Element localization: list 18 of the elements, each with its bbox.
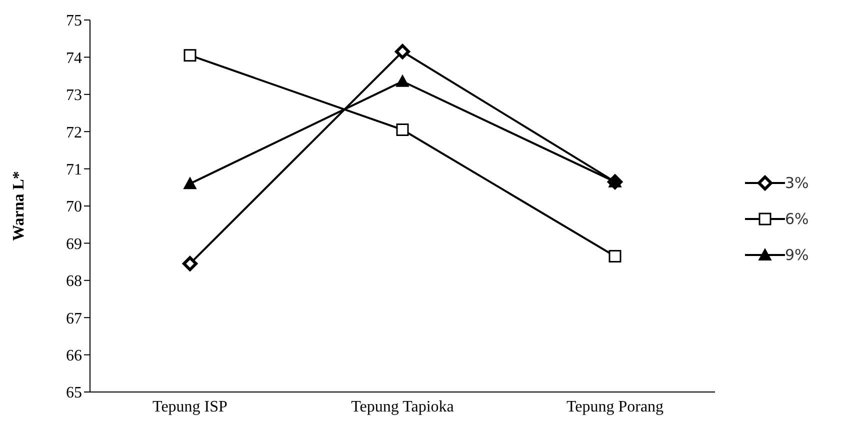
legend-label: 9% [785, 246, 809, 264]
y-tick-label: 73 [66, 87, 82, 104]
y-tick-label: 71 [66, 161, 82, 178]
y-tick-label: 68 [66, 273, 82, 290]
y-axis-title: Warna L* [10, 171, 28, 241]
y-tick-label: 74 [66, 50, 82, 67]
y-tick-label: 69 [66, 236, 82, 253]
legend-label: 6% [785, 210, 809, 228]
y-tick-label: 75 [66, 12, 82, 30]
y-tick-label: 70 [66, 198, 82, 216]
y-tick-label: 67 [66, 310, 82, 328]
x-tick-label: Tepung ISP [152, 398, 228, 416]
y-tick-label: 65 [66, 384, 82, 402]
legend-label: 3% [785, 174, 809, 192]
y-tick-label: 72 [66, 124, 82, 142]
x-tick-label: Tepung Porang [566, 398, 664, 416]
x-tick-label: Tepung Tapioka [351, 398, 454, 416]
y-tick-label: 66 [66, 347, 82, 364]
